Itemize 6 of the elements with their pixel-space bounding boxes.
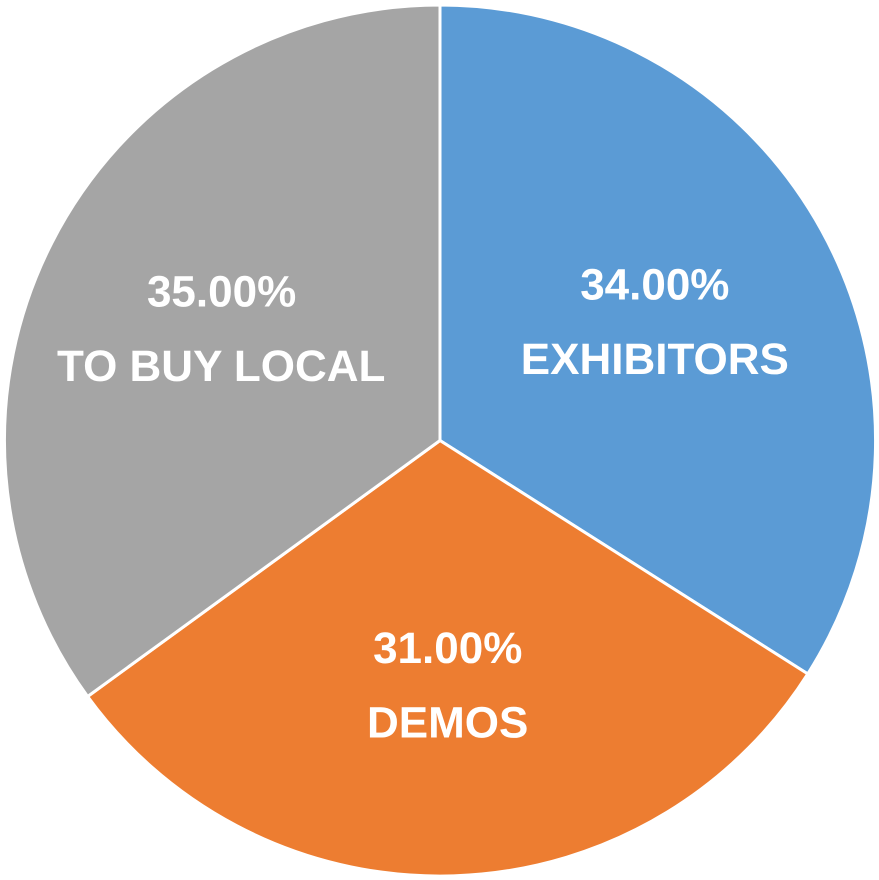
slice-label: DEMOS: [367, 698, 528, 748]
slice-label: TO BUY LOCAL: [56, 342, 386, 391]
slice-label: EXHIBITORS: [520, 335, 789, 384]
data-label: 35.00%: [146, 267, 296, 316]
data-label: 31.00%: [373, 624, 522, 673]
data-label: 34.00%: [580, 260, 730, 310]
